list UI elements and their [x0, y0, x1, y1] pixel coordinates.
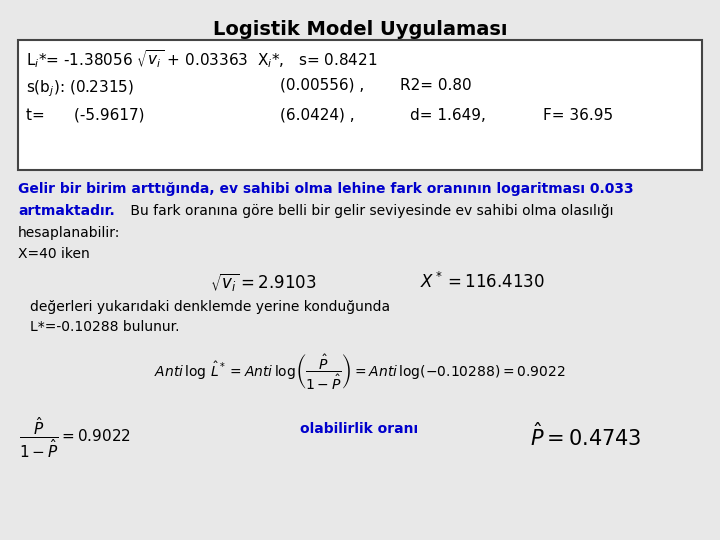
- Text: $Anti\,\log\,\hat{L}^* = Anti\,\log\!\left(\dfrac{\hat{P}}{1-\hat{P}}\right) = A: $Anti\,\log\,\hat{L}^* = Anti\,\log\!\le…: [154, 352, 566, 391]
- Text: olabilirlik oranı: olabilirlik oranı: [300, 422, 418, 436]
- Text: hesaplanabilir:: hesaplanabilir:: [18, 226, 120, 240]
- Text: L*=-0.10288 bulunur.: L*=-0.10288 bulunur.: [30, 320, 179, 334]
- Text: L$_i$*= -1.38056 $\sqrt{v_i}$ + 0.03363  X$_i$*,   s= 0.8421: L$_i$*= -1.38056 $\sqrt{v_i}$ + 0.03363 …: [26, 48, 377, 70]
- Text: artmaktadır.: artmaktadır.: [18, 204, 114, 218]
- Text: d= 1.649,: d= 1.649,: [410, 108, 486, 123]
- Text: R2= 0.80: R2= 0.80: [400, 78, 472, 93]
- Text: s(b$_j$): (0.2315): s(b$_j$): (0.2315): [26, 78, 134, 99]
- Text: Logistik Model Uygulaması: Logistik Model Uygulaması: [212, 20, 508, 39]
- Text: Bu fark oranına göre belli bir gelir seviyesinde ev sahibi olma olasılığı: Bu fark oranına göre belli bir gelir sev…: [126, 204, 613, 218]
- Text: $\sqrt{v_i} = 2.9103$: $\sqrt{v_i} = 2.9103$: [210, 272, 317, 294]
- Text: X=40 iken: X=40 iken: [18, 247, 90, 261]
- Text: $X^* = 116.4130$: $X^* = 116.4130$: [420, 272, 545, 292]
- Text: t=      (-5.9617): t= (-5.9617): [26, 108, 145, 123]
- FancyBboxPatch shape: [18, 40, 702, 170]
- Text: Gelir bir birim arttığında, ev sahibi olma lehine fark oranının logaritması 0.03: Gelir bir birim arttığında, ev sahibi ol…: [18, 182, 634, 196]
- Text: F= 36.95: F= 36.95: [543, 108, 613, 123]
- Text: $\hat{P} = 0.4743$: $\hat{P} = 0.4743$: [530, 422, 642, 450]
- Text: (6.0424) ,: (6.0424) ,: [280, 108, 355, 123]
- Text: $\dfrac{\hat{P}}{1-\hat{P}} = 0.9022$: $\dfrac{\hat{P}}{1-\hat{P}} = 0.9022$: [19, 415, 131, 460]
- Text: (0.00556) ,: (0.00556) ,: [280, 78, 364, 93]
- Text: değerleri yukarıdaki denklemde yerine konduğunda: değerleri yukarıdaki denklemde yerine ko…: [30, 300, 390, 314]
